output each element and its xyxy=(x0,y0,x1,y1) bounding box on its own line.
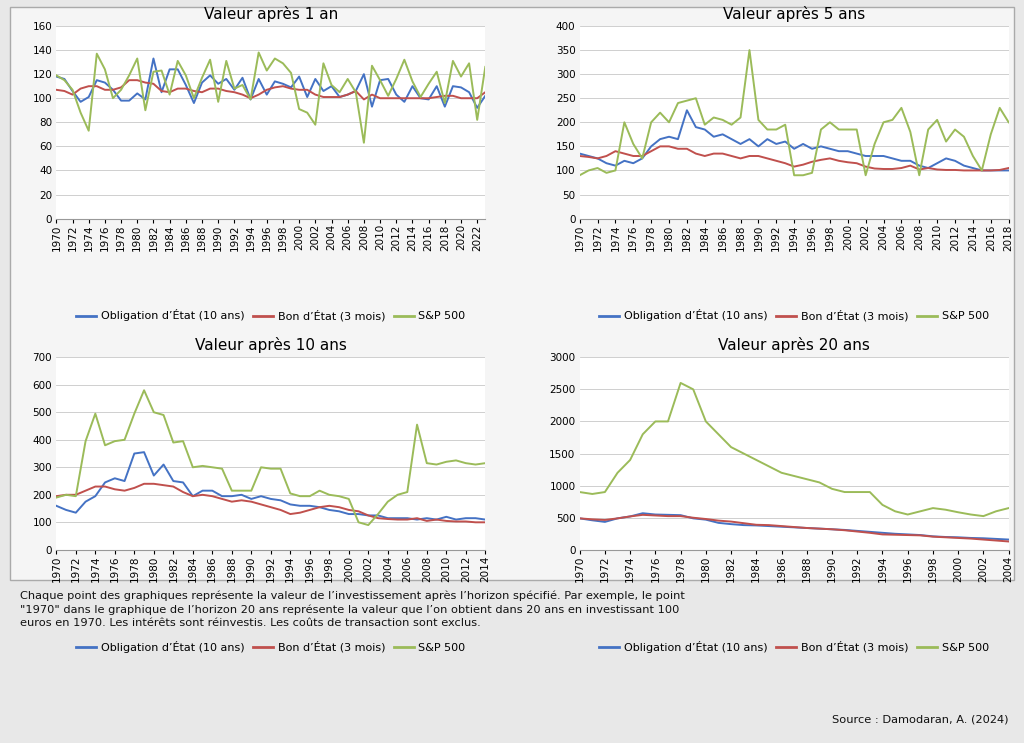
Legend: Obligation d’État (10 ans), Bon d’État (3 mois), S&P 500: Obligation d’État (10 ans), Bon d’État (… xyxy=(595,305,993,326)
Legend: Obligation d’État (10 ans), Bon d’État (3 mois), S&P 500: Obligation d’État (10 ans), Bon d’État (… xyxy=(595,636,993,657)
FancyBboxPatch shape xyxy=(10,7,1014,580)
Title: Valeur après 20 ans: Valeur après 20 ans xyxy=(718,337,870,354)
Title: Valeur après 5 ans: Valeur après 5 ans xyxy=(723,6,865,22)
Text: Source : Damodaran, A. (2024): Source : Damodaran, A. (2024) xyxy=(833,715,1009,724)
Title: Valeur après 10 ans: Valeur après 10 ans xyxy=(195,337,347,354)
Title: Valeur après 1 an: Valeur après 1 an xyxy=(204,6,338,22)
Legend: Obligation d’État (10 ans), Bon d’État (3 mois), S&P 500: Obligation d’État (10 ans), Bon d’État (… xyxy=(72,305,470,326)
Text: Chaque point des graphiques représente la valeur de l’investissement après l’hor: Chaque point des graphiques représente l… xyxy=(20,591,685,629)
Legend: Obligation d’État (10 ans), Bon d’État (3 mois), S&P 500: Obligation d’État (10 ans), Bon d’État (… xyxy=(72,636,470,657)
